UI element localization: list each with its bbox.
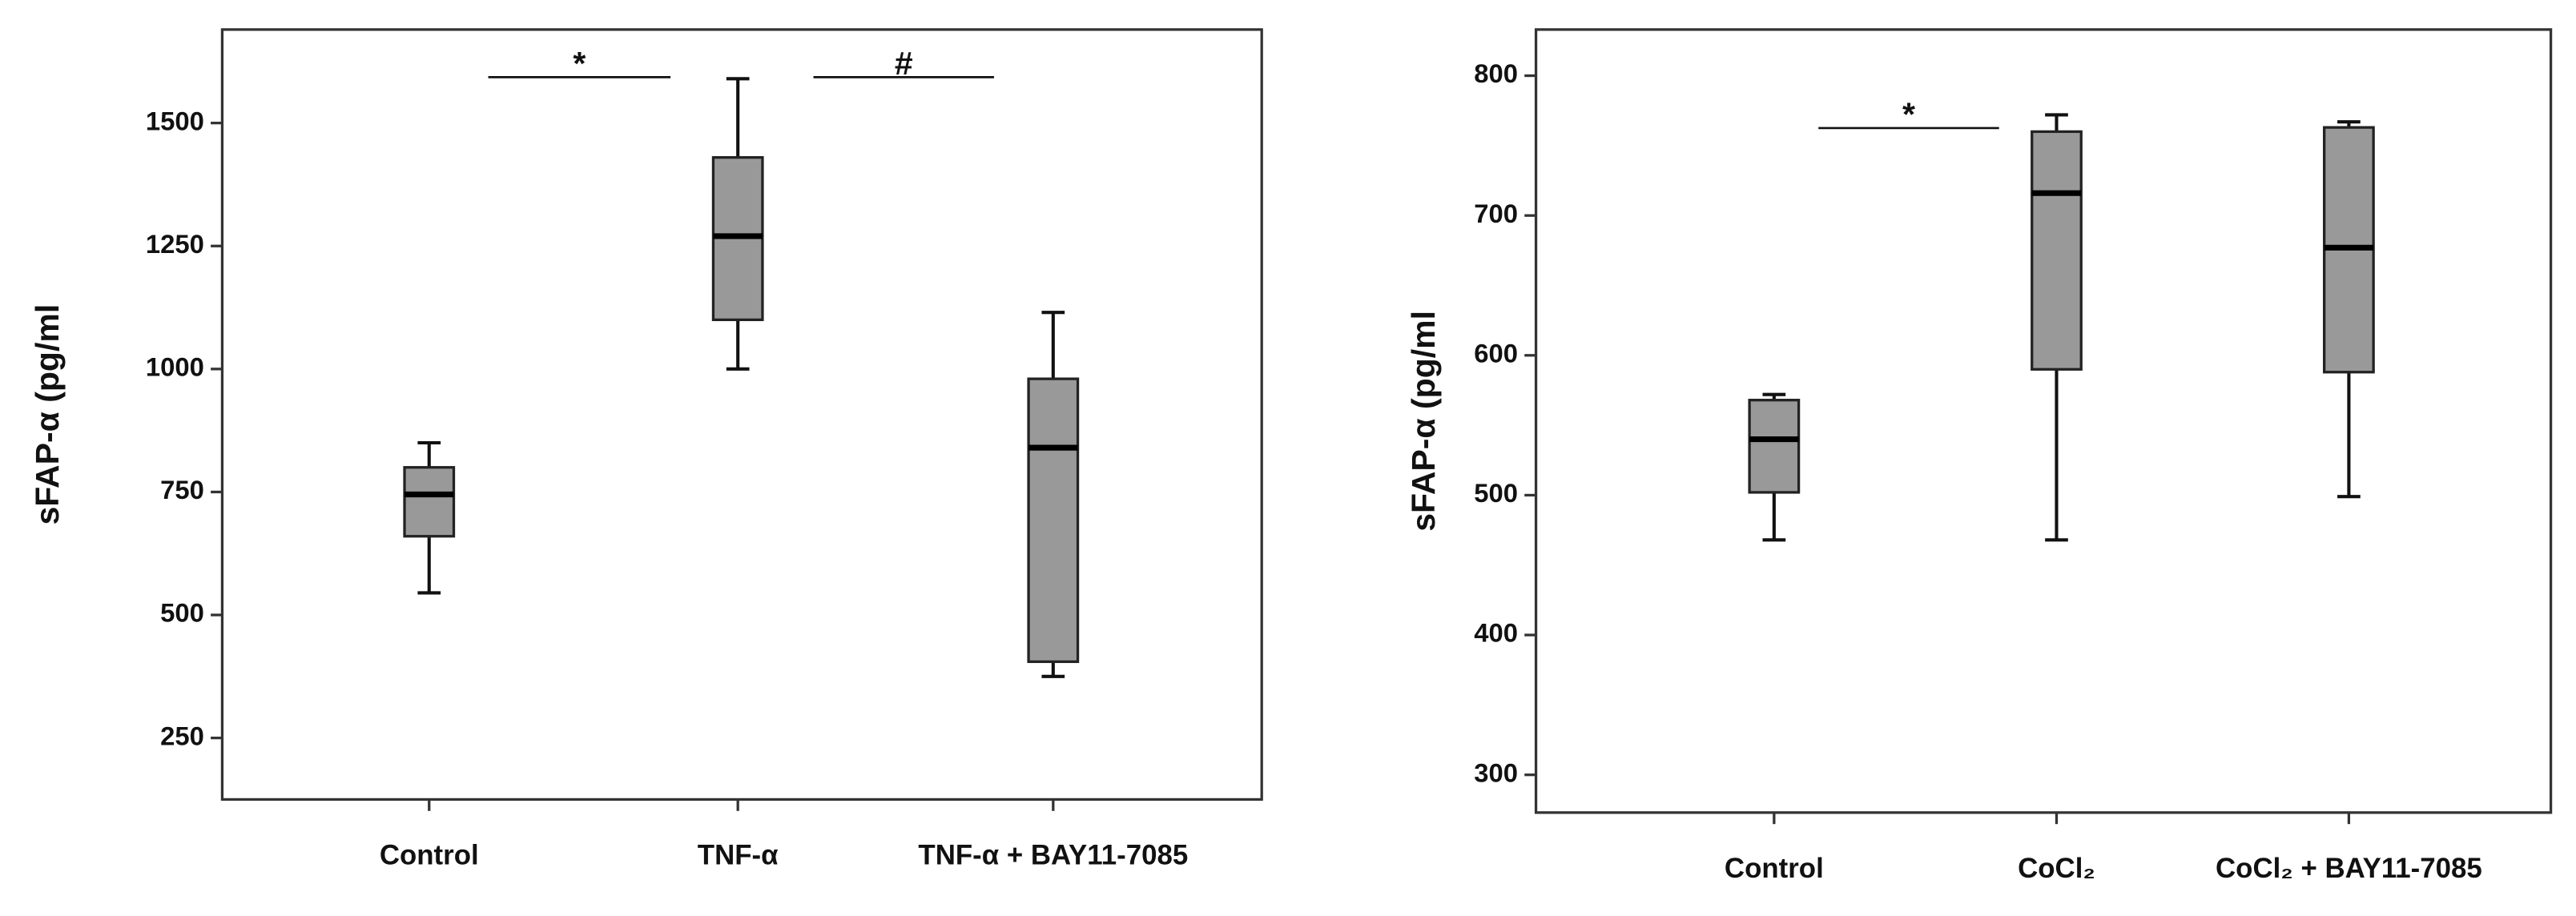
plot-frame [220, 28, 1263, 802]
box [1027, 377, 1080, 664]
x-tick-label: Control [1725, 853, 1824, 884]
y-tick-label: 250 [160, 721, 204, 750]
plot-frame [1534, 28, 2553, 814]
y-tick-label: 1500 [146, 106, 204, 135]
y-axis-label: sFAP-α (pg/ml [1405, 311, 1442, 532]
box [1748, 399, 1801, 494]
y-tick-label: 800 [1474, 58, 1518, 88]
x-tick-label: TNF-α + BAY11-7085 [918, 839, 1188, 870]
x-tick-label: CoCl₂ [2018, 853, 2095, 884]
y-tick-label: 500 [160, 598, 204, 628]
x-tick-label: TNF-α [698, 839, 779, 870]
y-tick-label: 300 [1474, 757, 1518, 787]
box [403, 466, 456, 538]
y-tick-label: 500 [1474, 478, 1518, 508]
y-tick-label: 700 [1474, 199, 1518, 228]
y-tick-label: 600 [1474, 338, 1518, 368]
y-tick-label: 1000 [146, 352, 204, 382]
y-tick-label: 1250 [146, 229, 204, 259]
significance-label: * [573, 45, 586, 82]
significance-label: # [895, 45, 913, 82]
significance-label: * [1902, 95, 1915, 132]
box [2031, 130, 2083, 371]
x-tick-label: Control [380, 839, 479, 870]
y-tick-label: 750 [160, 475, 204, 504]
y-tick-label: 400 [1474, 618, 1518, 648]
y-axis-label: sFAP-α (pg/ml [29, 304, 66, 525]
x-tick-label: CoCl₂ + BAY11-7085 [2216, 853, 2482, 884]
